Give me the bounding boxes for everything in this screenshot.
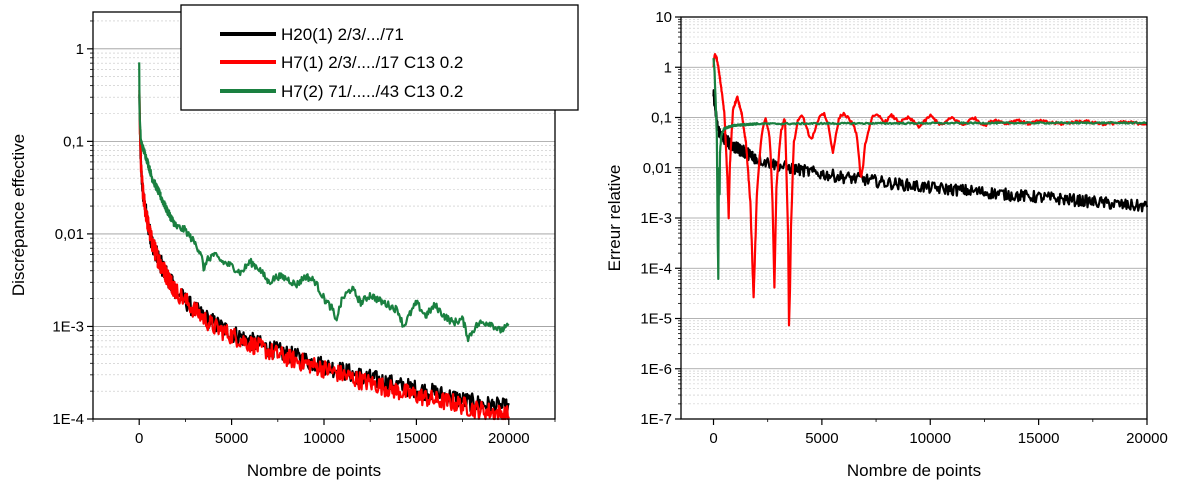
series-line-0 xyxy=(712,89,1149,213)
x-tick-label: 20000 xyxy=(488,430,530,447)
y-axis-title: Discrépance effective xyxy=(9,134,28,296)
y-tick-label: 0,1 xyxy=(651,110,672,127)
x-tick-label: 10000 xyxy=(303,430,345,447)
x-tick-label: 15000 xyxy=(1018,430,1060,447)
chart-erreur-relative: 1E-7 1E-6 1E-5 1E-4 1E-3 0,01 0,1 1 10 0 5000 10000… xyxy=(605,9,1168,480)
axis-ticks: 1E-4 1E-3 0,01 0,1 1 0 5000 10000 15000 20000 xyxy=(52,20,556,447)
y-tick-label: 1E-4 xyxy=(52,411,84,428)
y-tick-label: 1E-3 xyxy=(640,210,672,227)
y-tick-label: 0,01 xyxy=(55,226,84,243)
x-axis-title: Nombre de points xyxy=(247,461,381,480)
x-tick-label: 5000 xyxy=(805,430,838,447)
series-line-2 xyxy=(712,58,1148,280)
legend-label: H7(2) 71/...../43 C13 0.2 xyxy=(281,82,463,101)
series-layer xyxy=(138,62,510,421)
y-tick-label: 10 xyxy=(655,9,672,26)
y-tick-label: 1E-6 xyxy=(640,361,672,378)
axis-ticks: 1E-7 1E-6 1E-5 1E-4 1E-3 0,01 0,1 1 10 0 5000 10000… xyxy=(640,9,1168,447)
legend-entry: H20(1) 2/3/.../71 xyxy=(220,25,404,44)
legend-entry: H7(2) 71/...../43 C13 0.2 xyxy=(220,82,463,101)
y-tick-label: 1E-4 xyxy=(640,260,672,277)
y-tick-label: 1 xyxy=(664,59,672,76)
y-axis-title: Erreur relative xyxy=(605,165,624,272)
series-layer xyxy=(712,53,1149,327)
y-tick-label: 1E-7 xyxy=(640,411,672,428)
minor-grid xyxy=(681,18,1147,405)
legend: H20(1) 2/3/.../71 H7(1) 2/3/..../17 C13 … xyxy=(180,4,579,111)
series-line-1 xyxy=(138,90,510,421)
x-tick-label: 0 xyxy=(135,430,143,447)
y-tick-label: 1 xyxy=(76,41,84,58)
legend-label: H20(1) 2/3/.../71 xyxy=(281,25,404,44)
chart-discrepance: 1E-4 1E-3 0,01 0,1 1 0 5000 10000 15000 20000 Nom… xyxy=(9,4,579,480)
x-tick-label: 10000 xyxy=(909,430,951,447)
legend-entry: H7(1) 2/3/..../17 C13 0.2 xyxy=(220,53,463,72)
y-tick-label: 1E-5 xyxy=(640,311,672,328)
x-tick-label: 20000 xyxy=(1126,430,1168,447)
x-axis-title: Nombre de points xyxy=(847,461,981,480)
x-tick-label: 0 xyxy=(709,430,717,447)
series-line-2 xyxy=(138,62,510,343)
legend-label: H7(1) 2/3/..../17 C13 0.2 xyxy=(281,53,463,72)
y-tick-label: 0,1 xyxy=(63,133,84,150)
y-tick-label: 0,01 xyxy=(643,160,672,177)
x-tick-label: 15000 xyxy=(396,430,438,447)
x-tick-label: 5000 xyxy=(215,430,248,447)
y-tick-label: 1E-3 xyxy=(52,318,84,335)
